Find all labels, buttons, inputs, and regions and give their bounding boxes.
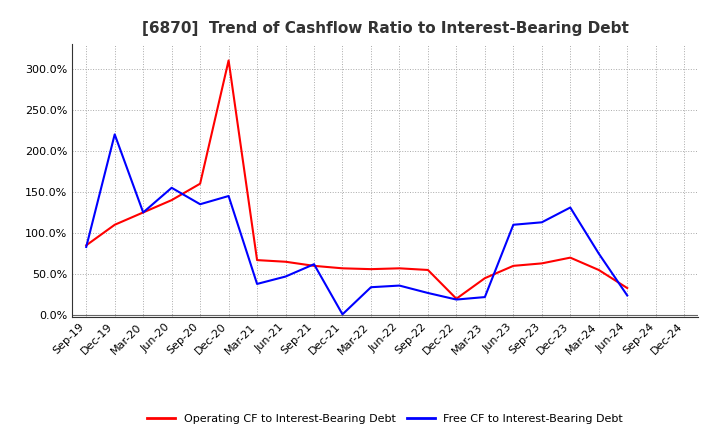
Legend: Operating CF to Interest-Bearing Debt, Free CF to Interest-Bearing Debt: Operating CF to Interest-Bearing Debt, F… [143,410,628,429]
Title: [6870]  Trend of Cashflow Ratio to Interest-Bearing Debt: [6870] Trend of Cashflow Ratio to Intere… [142,21,629,36]
